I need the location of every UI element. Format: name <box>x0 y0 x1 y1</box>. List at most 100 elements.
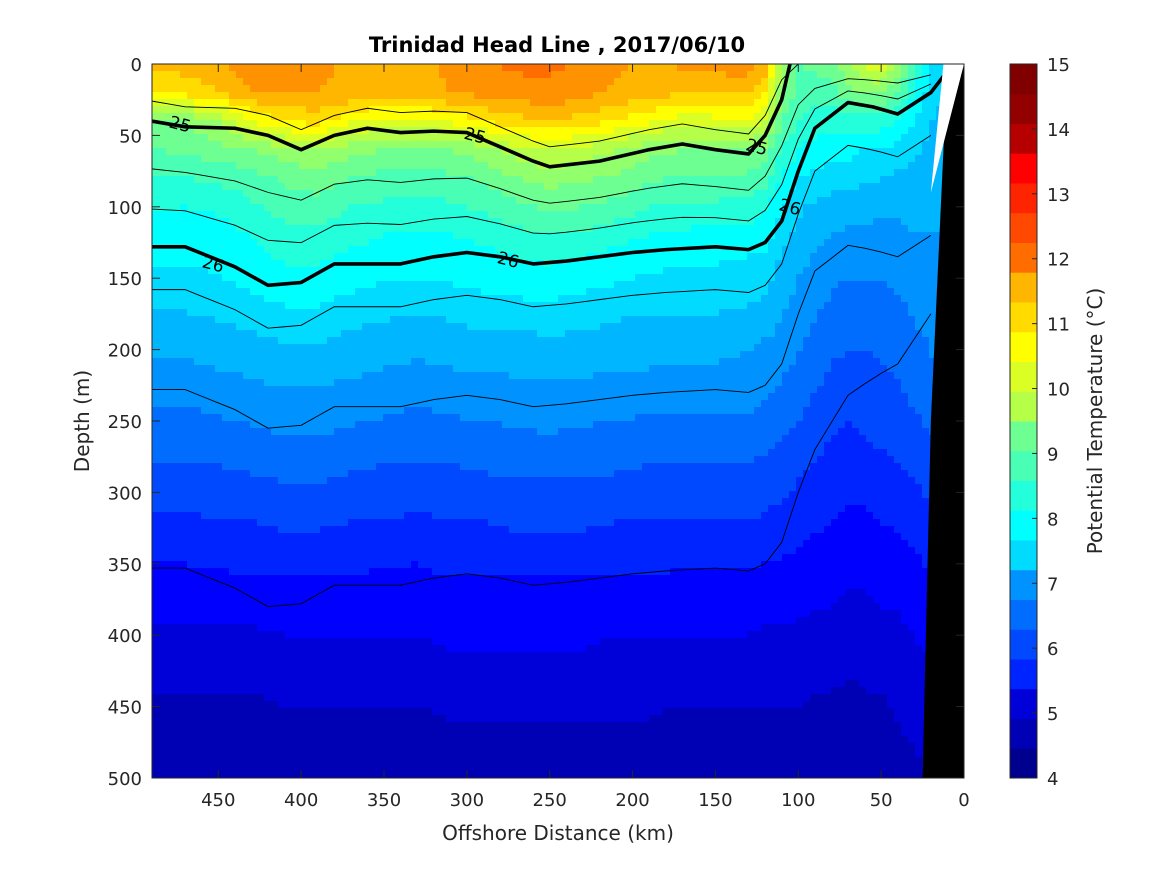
temperature-cell <box>698 99 706 107</box>
temperature-cell <box>894 358 902 366</box>
temperature-cell <box>747 106 755 114</box>
temperature-cell <box>698 85 706 93</box>
temperature-cell <box>229 176 237 184</box>
temperature-cell <box>628 197 636 205</box>
temperature-cell <box>712 85 720 93</box>
temperature-cell <box>635 309 643 317</box>
temperature-cell <box>565 295 573 303</box>
temperature-cell <box>593 309 601 317</box>
temperature-cell <box>159 274 167 282</box>
temperature-cell <box>656 113 664 121</box>
temperature-cell <box>642 218 650 226</box>
temperature-cell <box>278 78 286 86</box>
temperature-cell <box>474 176 482 184</box>
temperature-cell <box>432 351 440 359</box>
temperature-cell <box>838 106 846 114</box>
temperature-cell <box>824 246 832 254</box>
temperature-cell <box>355 113 363 121</box>
temperature-cell <box>390 141 398 149</box>
temperature-cell <box>551 127 559 135</box>
temperature-cell <box>453 260 461 268</box>
temperature-cell <box>194 190 202 198</box>
temperature-cell <box>299 239 307 247</box>
temperature-cell <box>628 71 636 79</box>
temperature-cell <box>726 288 734 296</box>
temperature-cell <box>173 78 181 86</box>
temperature-cell <box>642 106 650 114</box>
temperature-cell <box>418 295 426 303</box>
temperature-cell <box>754 190 762 198</box>
temperature-cell <box>810 337 818 345</box>
temperature-cell <box>166 78 174 86</box>
temperature-cell <box>537 309 545 317</box>
temperature-cell <box>873 141 881 149</box>
temperature-cell <box>607 316 615 324</box>
temperature-cell <box>880 162 888 170</box>
temperature-cell <box>586 323 594 331</box>
temperature-cell <box>747 141 755 149</box>
temperature-cell <box>747 309 755 317</box>
temperature-cell <box>215 323 223 331</box>
temperature-cell <box>299 253 307 261</box>
temperature-cell <box>222 358 230 366</box>
temperature-cell <box>187 316 195 324</box>
temperature-cell <box>397 232 405 240</box>
temperature-cell <box>446 169 454 177</box>
temperature-cell <box>726 295 734 303</box>
temperature-cell <box>488 309 496 317</box>
temperature-cell <box>922 267 930 275</box>
temperature-cell <box>565 78 573 86</box>
temperature-cell <box>481 141 489 149</box>
temperature-cell <box>285 316 293 324</box>
temperature-cell <box>313 78 321 86</box>
temperature-cell <box>628 155 636 163</box>
temperature-cell <box>551 197 559 205</box>
temperature-cell <box>397 309 405 317</box>
temperature-cell <box>929 197 937 205</box>
temperature-cell <box>614 78 622 86</box>
temperature-cell <box>376 288 384 296</box>
temperature-cell <box>152 141 160 149</box>
temperature-cell <box>740 358 748 366</box>
temperature-cell <box>166 302 174 310</box>
temperature-cell <box>852 260 860 268</box>
temperature-cell <box>341 253 349 261</box>
temperature-cell <box>761 281 769 289</box>
temperature-cell <box>152 64 160 72</box>
temperature-cell <box>285 253 293 261</box>
temperature-cell <box>887 281 895 289</box>
temperature-cell <box>439 323 447 331</box>
temperature-cell <box>915 162 923 170</box>
temperature-cell <box>873 267 881 275</box>
temperature-cell <box>306 183 314 191</box>
temperature-cell <box>474 106 482 114</box>
temperature-cell <box>285 351 293 359</box>
temperature-cell <box>369 218 377 226</box>
temperature-cell <box>817 197 825 205</box>
temperature-cell <box>656 190 664 198</box>
temperature-cell <box>166 183 174 191</box>
temperature-cell <box>586 274 594 282</box>
temperature-cell <box>250 85 258 93</box>
temperature-cell <box>754 344 762 352</box>
temperature-cell <box>516 253 524 261</box>
temperature-cell <box>327 281 335 289</box>
temperature-cell <box>334 246 342 254</box>
temperature-cell <box>656 309 664 317</box>
temperature-cell <box>887 239 895 247</box>
temperature-cell <box>754 99 762 107</box>
temperature-cell <box>467 288 475 296</box>
temperature-cell <box>355 330 363 338</box>
temperature-cell <box>537 148 545 156</box>
temperature-cell <box>663 127 671 135</box>
temperature-cell <box>789 99 797 107</box>
temperature-cell <box>334 323 342 331</box>
temperature-cell <box>292 295 300 303</box>
temperature-cell <box>565 267 573 275</box>
temperature-cell <box>586 85 594 93</box>
temperature-cell <box>565 344 573 352</box>
temperature-cell <box>208 148 216 156</box>
temperature-cell <box>523 183 531 191</box>
temperature-cell <box>691 197 699 205</box>
temperature-cell <box>411 99 419 107</box>
